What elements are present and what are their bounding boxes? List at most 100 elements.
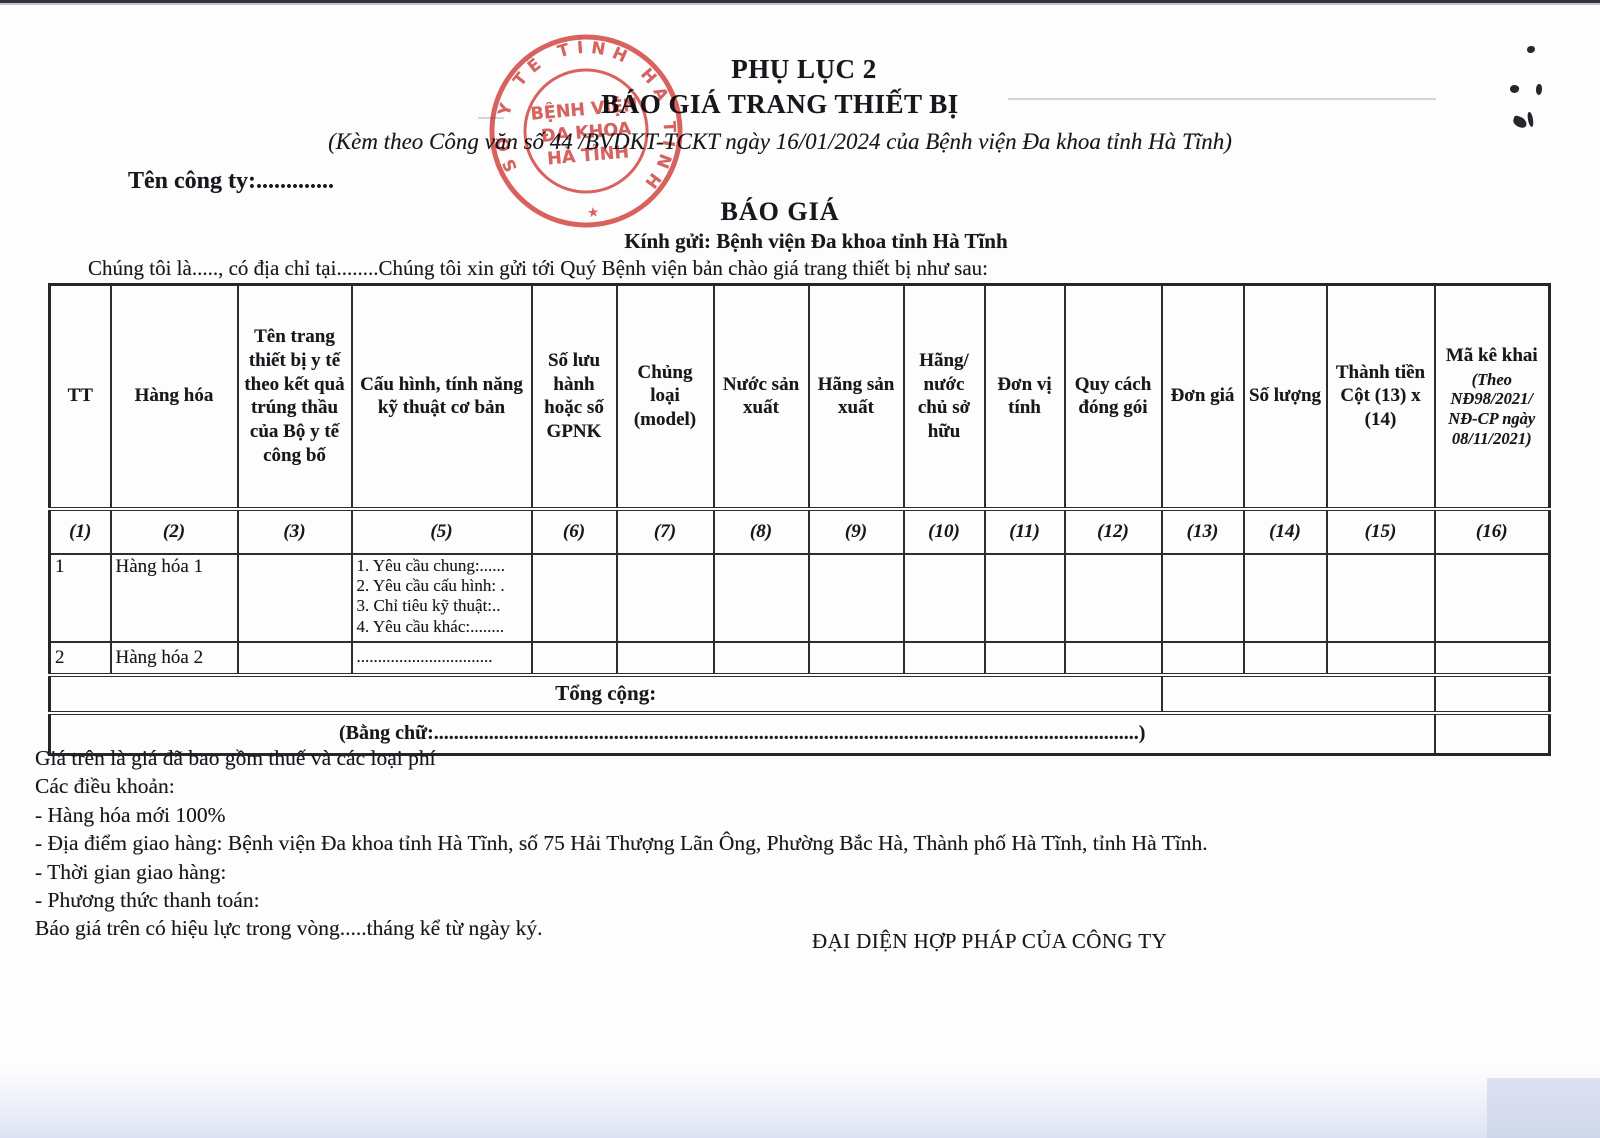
empty-cell	[1433, 672, 1551, 714]
empty-cell	[807, 640, 905, 676]
col-header-so-luong: Số lượng	[1242, 283, 1328, 510]
total-label: Tổng cộng:	[48, 672, 1163, 714]
amount-in-words-row: (Bằng chữ:..............................…	[48, 710, 1551, 755]
empty-cell	[902, 640, 986, 676]
empty-cell	[236, 552, 353, 643]
terms-line: - Phương thức thanh toán:	[35, 888, 260, 913]
empty-cell	[983, 640, 1066, 676]
empty-cell	[807, 552, 905, 643]
empty-cell	[1433, 710, 1551, 755]
col-header-ma-ke-khai: Mã kê khai (Theo NĐ98/2021/ NĐ-CP ngày 0…	[1433, 283, 1551, 510]
col-number: (16)	[1433, 506, 1551, 555]
empty-cell	[712, 640, 810, 676]
col-header-nuoc-san-xuat: Nước sản xuất	[712, 283, 810, 510]
appendix-title: PHỤ LỤC 2	[731, 54, 877, 84]
col-header-quy-cach-dong-goi: Quy cách đóng gói	[1063, 283, 1163, 510]
empty-cell	[902, 552, 986, 643]
amount-in-words: (Bằng chữ:..............................…	[48, 710, 1436, 755]
empty-cell	[983, 552, 1066, 643]
quotation-table-wrapper: TT Hàng hóa Tên trang thiết bị y tế theo…	[48, 283, 1551, 756]
scan-edge-artifact	[0, 3, 1600, 5]
ink-blot	[1536, 84, 1542, 95]
col-header-tt: TT	[48, 283, 112, 510]
empty-cell	[1063, 552, 1163, 643]
empty-cell	[1063, 640, 1163, 676]
scan-smudge-artifact	[0, 1068, 1600, 1138]
intro-line: Chúng tôi là....., có địa chỉ tại.......…	[88, 256, 988, 280]
scan-edge-artifact	[0, 0, 1600, 3]
col-number: (5)	[350, 506, 533, 555]
empty-cell	[1160, 552, 1245, 643]
terms-line: Báo giá trên có hiệu lực trong vòng.....…	[35, 916, 543, 941]
empty-cell	[1433, 640, 1551, 676]
document-title: BÁO GIÁ TRANG THIẾT BỊ	[601, 89, 959, 119]
col-number: (10)	[902, 506, 986, 555]
col-number: (14)	[1242, 506, 1328, 555]
quotation-table: TT Hàng hóa Tên trang thiết bị y tế theo…	[48, 283, 1551, 756]
stamp-inner-circle	[523, 68, 649, 194]
terms-line: Giá trên là giá đã bao gồm thuế và các l…	[35, 746, 436, 770]
scan-smudge-artifact	[1487, 1078, 1600, 1138]
col-number: (8)	[712, 506, 810, 555]
empty-cell	[1325, 640, 1436, 676]
empty-cell	[1242, 552, 1328, 643]
total-amount-cell	[1160, 672, 1436, 714]
col-number: (12)	[1063, 506, 1163, 555]
col-header-thanh-tien: Thành tiền Cột (13) x (14)	[1325, 283, 1436, 510]
empty-cell	[615, 552, 715, 643]
empty-cell	[1325, 552, 1436, 643]
empty-cell	[530, 640, 618, 676]
empty-cell	[1433, 552, 1551, 643]
column-number-row: (1) (2) (3) (5) (6) (7) (8) (9) (10) (11…	[48, 506, 1551, 555]
terms-line: - Hàng hóa mới 100%	[35, 802, 226, 827]
col-header-don-gia: Đơn giá	[1160, 283, 1245, 510]
col-header-ten-trang-thiet-bi: Tên trang thiết bị y tế theo kết quả trú…	[236, 283, 353, 510]
row2-item-name: Hàng hóa 2	[109, 640, 239, 676]
col-header-hang-hoa: Hàng hóa	[109, 283, 239, 510]
terms-block: Giá trên là giá đã bao gồm thuế và các l…	[35, 744, 1535, 943]
row1-item-name: Hàng hóa 1	[109, 552, 239, 643]
col-header-so-luu-hanh: Số lưu hành hoặc số GPNK	[530, 283, 618, 510]
stamp-star-icon: ★	[587, 205, 600, 221]
col-number: (3)	[236, 506, 353, 555]
empty-cell	[615, 640, 715, 676]
empty-cell	[712, 552, 810, 643]
col-number: (2)	[109, 506, 239, 555]
spec-line: 1. Yêu cầu chung:......	[356, 555, 506, 575]
col-header-ma-ke-khai-note: (Theo NĐ98/2021/ NĐ-CP ngày 08/11/2021)	[1448, 369, 1536, 448]
col-number: (9)	[807, 506, 905, 555]
terms-line: - Thời gian giao hàng:	[35, 859, 227, 884]
total-row: Tổng cộng:	[48, 672, 1551, 714]
terms-line: Các điều khoản:	[35, 774, 175, 799]
col-header-cau-hinh: Cấu hình, tính năng kỹ thuật cơ bản	[350, 283, 533, 510]
row2-tt: 2	[48, 640, 112, 676]
col-number: (6)	[530, 506, 618, 555]
col-number: (11)	[983, 506, 1066, 555]
scan-line-artifact	[1008, 98, 1436, 100]
salutation: Kính gửi: Bệnh viện Đa khoa tỉnh Hà Tĩnh	[624, 229, 1008, 253]
row2-spec-cell: ................................	[350, 640, 533, 676]
col-number: (7)	[615, 506, 715, 555]
ink-blot	[1527, 46, 1535, 53]
spec-line: 4. Yêu cầu khác:........	[356, 616, 505, 636]
document-subtitle: (Kèm theo Công văn số 44 /BVDKT-TCKT ngà…	[328, 129, 1232, 154]
empty-cell	[1242, 640, 1328, 676]
stamp-graphic: SỞ Y TẾ TỈNH HÀ TĨNH BỆNH VIỆN ĐA KHOA H…	[483, 28, 685, 228]
col-header-hang-san-xuat: Hãng sản xuất	[807, 283, 905, 510]
quote-title: BÁO GIÁ	[720, 197, 840, 226]
table-row: 2 Hàng hóa 2 ...........................…	[48, 640, 1551, 676]
empty-cell	[1160, 640, 1245, 676]
signature-title: ĐẠI DIỆN HỢP PHÁP CỦA CÔNG TY	[812, 929, 1168, 953]
spec-line: 3. Chỉ tiêu kỹ thuật:..	[356, 596, 501, 616]
row1-tt: 1	[48, 552, 112, 643]
terms-line: - Địa điểm giao hàng: Bệnh viện Đa khoa …	[35, 831, 1208, 856]
table-header-row: TT Hàng hóa Tên trang thiết bị y tế theo…	[48, 283, 1551, 510]
col-number: (13)	[1160, 506, 1245, 555]
stamp-outer-circle	[489, 34, 683, 228]
hospital-round-stamp: SỞ Y TẾ TỈNH HÀ TĨNH BỆNH VIỆN ĐA KHOA H…	[478, 23, 695, 240]
col-header-ma-ke-khai-label: Mã kê khai	[1445, 344, 1538, 366]
empty-cell	[236, 640, 353, 676]
col-header-chung-loai: Chủng loại (model)	[615, 283, 715, 510]
col-header-don-vi-tinh: Đơn vị tính	[983, 283, 1066, 510]
empty-cell	[530, 552, 618, 643]
